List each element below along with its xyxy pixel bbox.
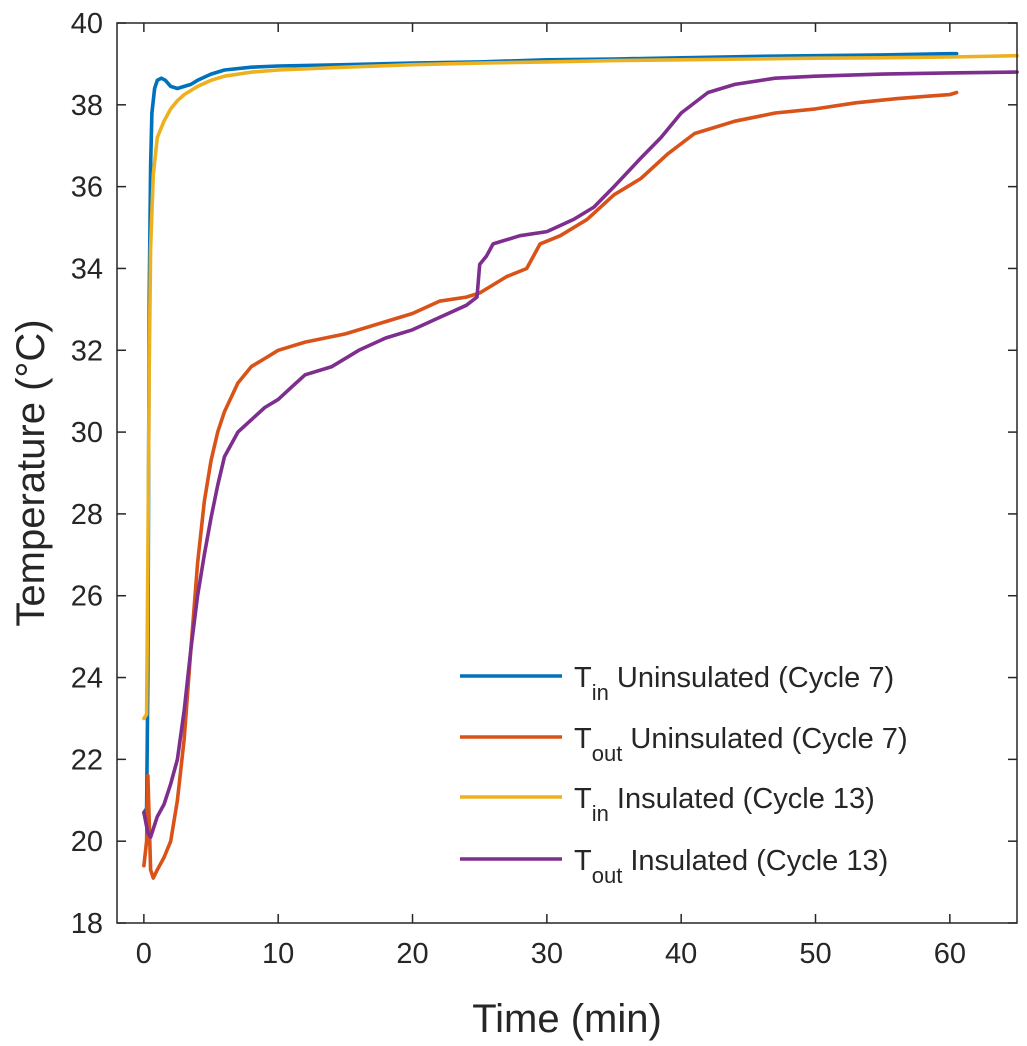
axes-box (116, 22, 1018, 924)
x-tick-label: 30 (531, 938, 563, 970)
legend-label-2: Tout Uninsulated (Cycle 7) (574, 723, 908, 766)
y-tick-label: 40 (71, 8, 103, 40)
x-tick-label: 50 (799, 938, 831, 970)
x-tick-label: 0 (136, 938, 152, 970)
y-tick-label: 38 (71, 90, 103, 122)
y-tick-label: 26 (71, 581, 103, 613)
x-tick-label: 60 (934, 938, 966, 970)
y-tick-label: 36 (71, 172, 103, 204)
plot-area (117, 23, 1017, 923)
legend-label-3: Tin Insulated (Cycle 13) (574, 783, 875, 826)
series-line-4 (142, 70, 1019, 839)
y-tick-label: 24 (71, 663, 103, 695)
legend-label-1: Tin Uninsulated (Cycle 7) (574, 662, 894, 705)
series-line-2 (142, 90, 959, 880)
x-axis-title: Time (min) (472, 997, 662, 1041)
y-axis-title: Temperature (°C) (9, 319, 53, 626)
x-tick-label: 10 (262, 938, 294, 970)
y-tick-label: 20 (71, 826, 103, 858)
legend: Tin Uninsulated (Cycle 7) Tout Uninsulate… (460, 662, 908, 888)
x-tick-label: 20 (396, 938, 428, 970)
axes-layer: 0 10 20 30 40 50 60 18 20 22 24 26 28 30 32 34 36 38 40 (71, 8, 1018, 970)
y-tick-label: 30 (71, 417, 103, 449)
y-tick-label: 34 (71, 253, 103, 285)
series-line-1 (142, 51, 959, 815)
y-tick-label: 18 (71, 908, 103, 940)
y-tick-label: 28 (71, 499, 103, 531)
y-tick-label: 32 (71, 335, 103, 367)
y-tick-label: 22 (71, 744, 103, 776)
x-tick-label: 40 (665, 938, 697, 970)
series-line-3 (142, 53, 1019, 721)
series-layer (142, 51, 1019, 880)
legend-label-4: Tout Insulated (Cycle 13) (574, 845, 888, 888)
plot-background (117, 23, 1017, 923)
